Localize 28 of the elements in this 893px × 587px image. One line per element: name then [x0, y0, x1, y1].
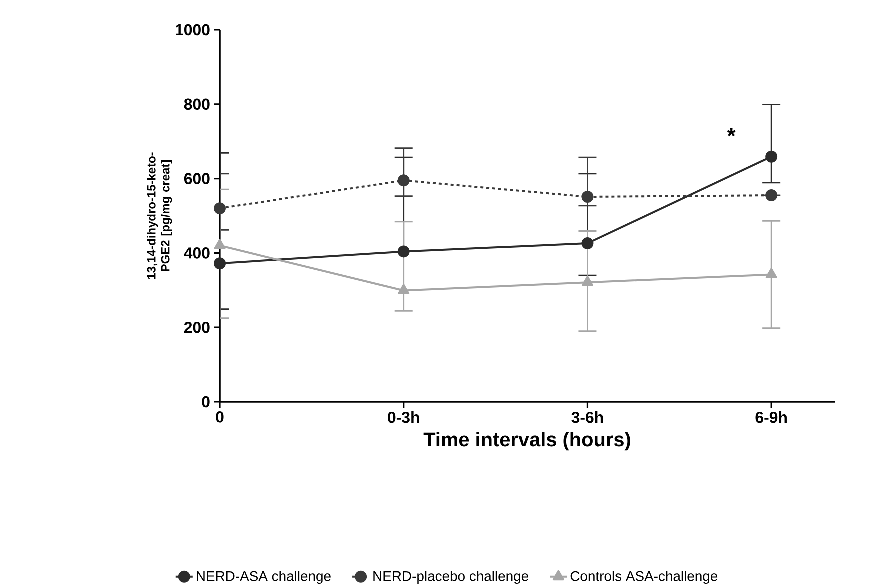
point: [214, 258, 226, 270]
y-tick-label: 600: [184, 173, 210, 184]
point: [766, 190, 778, 202]
point: [398, 246, 410, 258]
y-axis-title: 13,14-dihydro-15-keto-PGE2 [pg/mg creat]: [147, 152, 172, 280]
point: [214, 239, 226, 250]
x-tick-label: 3-6h: [572, 412, 604, 424]
point: [766, 150, 778, 163]
x-tick-label: 0: [216, 412, 224, 423]
x-tick-label: 0-3h: [388, 412, 420, 424]
y-tick-label: 800: [184, 98, 210, 110]
y-tick-label: 200: [184, 322, 210, 334]
legend-label: NERD-placebo challenge: [374, 571, 528, 584]
y-tick-label: 1000: [176, 24, 210, 36]
point: [398, 174, 410, 187]
point: [582, 238, 594, 250]
legend-label: NERD-ASA challenge: [197, 571, 331, 584]
y-tick-label: 0: [202, 396, 210, 408]
y-tick-label: 400: [184, 248, 210, 259]
point: [398, 284, 410, 295]
point: [766, 268, 778, 279]
point: [582, 191, 594, 204]
point: [214, 202, 226, 215]
x-axis-title: Time intervals (hours): [424, 432, 630, 451]
legend-label: Controls ASA-challenge: [570, 571, 718, 584]
point: [582, 276, 594, 286]
annotation: *: [727, 128, 736, 137]
x-tick-label: 6-9h: [756, 412, 787, 424]
